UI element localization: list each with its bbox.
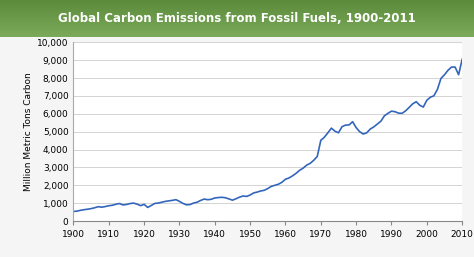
Text: Global Carbon Emissions from Fossil Fuels, 1900-2011: Global Carbon Emissions from Fossil Fuel…: [58, 12, 416, 25]
Y-axis label: Million Metric Tons Carbon: Million Metric Tons Carbon: [24, 72, 33, 191]
